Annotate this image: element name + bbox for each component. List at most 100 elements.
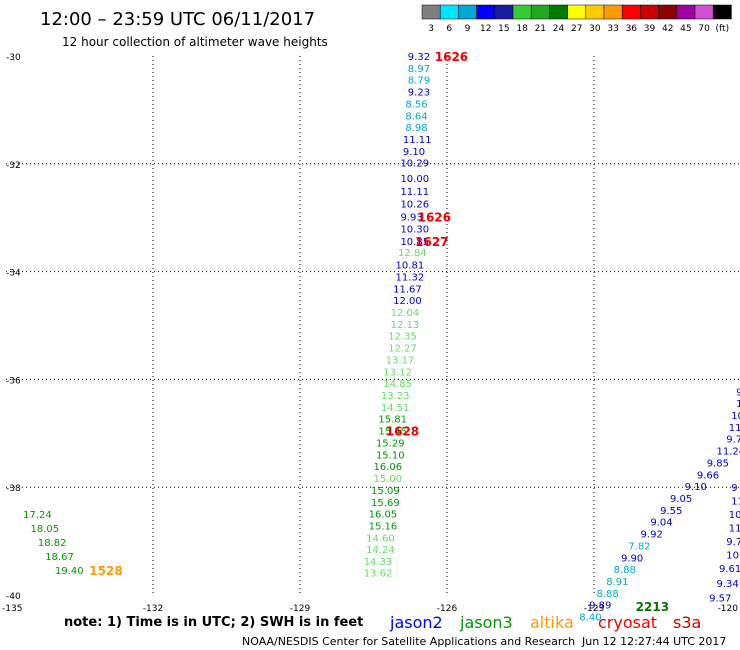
axis-tick-labels: -30 -32 -34 -36 -38 -40 -135 -132 -129 -126 -123 -1…: [2, 53, 738, 614]
wave-height-label: 18.67: [45, 552, 74, 563]
wave-height-label: 16.06: [374, 462, 403, 473]
wave-height-label: 9.55: [660, 506, 682, 517]
color-scale-label: 18: [516, 24, 528, 34]
wave-height-label: 14.60: [366, 533, 395, 544]
wave-height-label: 11.67: [393, 284, 422, 295]
color-scale-label: 6: [446, 24, 452, 34]
color-swatch: [585, 4, 605, 20]
color-scale-label: 12: [480, 24, 491, 34]
wave-height-label: 11.24: [717, 447, 740, 458]
wave-height-label: 8.79: [408, 76, 430, 87]
color-scale-label: 9: [465, 24, 471, 34]
color-swatch: [621, 4, 641, 20]
x-tick-label: -126: [437, 604, 458, 614]
wave-height-label: 15.69: [371, 498, 400, 509]
wave-height-label: 11.68: [729, 423, 740, 434]
legend-item-altika: altika: [530, 613, 574, 632]
color-scale-label: 42: [662, 24, 673, 34]
wave-height-label: 9: [731, 483, 737, 494]
color-swatch: [512, 4, 532, 20]
wave-height-label: 9.34: [717, 579, 739, 590]
wave-height-label: 15.09: [371, 486, 400, 497]
wave-height-label: 9.05: [670, 494, 692, 505]
y-tick-label: -30: [6, 53, 21, 63]
wave-height-label: 9.66: [697, 470, 719, 481]
wave-height-label: 16.05: [369, 510, 398, 521]
footer-credit: NOAA/NESDIS Center for Satellite Applica…: [242, 635, 575, 648]
y-tick-label: -32: [6, 161, 21, 171]
wave-height-label: 8.88: [596, 589, 618, 600]
color-swatch: [549, 4, 568, 20]
time-labels: 16261626162716281528221322: [89, 50, 669, 614]
wave-height-label: 9.23: [408, 88, 430, 99]
color-swatch: [694, 4, 714, 20]
wave-height-label: 14.24: [366, 545, 395, 556]
y-tick-label: -40: [6, 592, 21, 602]
color-swatch: [712, 4, 732, 20]
wave-height-label: 12.35: [388, 332, 417, 343]
wave-height-label: 9.10: [403, 147, 425, 158]
wave-height-label: 8.40: [579, 613, 601, 624]
time-label: 1627: [415, 235, 448, 249]
wave-height-label: 12.27: [388, 344, 417, 355]
wave-height-label: 13.23: [381, 391, 410, 402]
wave-height-label: 11.32: [396, 272, 425, 283]
wave-height-label: 8.98: [405, 123, 427, 134]
color-scale-label: 45: [680, 24, 691, 34]
page-subtitle: 12 hour collection of altimeter wave hei…: [62, 35, 328, 49]
wave-height-label: 13.12: [383, 367, 412, 378]
footer: note: 1) Time is in UTC; 2) SWH is in fe…: [64, 613, 726, 648]
color-swatch: [567, 4, 587, 20]
wave-height-label: 9: [736, 387, 740, 398]
wave-height-label: 11.4: [729, 524, 740, 535]
x-tick-label: -123: [584, 604, 604, 614]
color-swatch: [458, 4, 477, 20]
wave-height-label: 17.24: [23, 510, 52, 521]
footer-timestamp: Jun 12 12:27:44 UTC 2017: [581, 635, 726, 648]
wave-height-label: 18.05: [31, 524, 60, 535]
wave-height-label: 9.74: [726, 537, 740, 548]
wave-height-label: 8.56: [405, 99, 427, 110]
y-tick-label: -36: [6, 376, 21, 386]
wave-height-label: 13.62: [364, 568, 393, 579]
wave-height-label: 15.29: [376, 438, 405, 449]
time-label: 2213: [636, 600, 669, 614]
x-tick-label: -132: [143, 604, 163, 614]
y-tick-label: -34: [6, 269, 21, 279]
color-swatch: [676, 4, 696, 20]
legend-item-jason2: jason2: [389, 613, 443, 632]
wave-height-label: 9.93: [400, 213, 422, 224]
wave-height-label: 10.26: [400, 200, 429, 211]
wave-height-label: 10.: [736, 399, 740, 410]
wave-height-label: 9.89: [589, 601, 611, 612]
wave-height-label: 9.92: [641, 530, 663, 541]
wave-height-label: 11.11: [403, 135, 432, 146]
color-swatch: [658, 4, 678, 20]
color-scale-label: 33: [607, 24, 618, 34]
wave-height-label: 9.70: [726, 435, 740, 446]
color-swatch: [476, 4, 496, 20]
wave-height-label: 14.85: [383, 379, 412, 390]
wave-height-label: 8.64: [405, 111, 427, 122]
wave-height-label: 8.91: [606, 577, 628, 588]
wave-height-label: 14.51: [381, 403, 410, 414]
wave-height-label: 15.00: [374, 474, 403, 485]
y-tick-label: -38: [6, 484, 21, 494]
color-scale-label: 27: [571, 24, 582, 34]
satellite-legend: jason2 jason3 altika cryosat s3a: [389, 613, 701, 632]
header: 12:00 – 23:59 UTC 06/11/2017 12 hour col…: [40, 9, 328, 49]
wave-height-label: 9.57: [709, 594, 731, 605]
color-scale-label: 39: [644, 24, 656, 34]
footer-note: note: 1) Time is in UTC; 2) SWH is in fe…: [64, 615, 363, 630]
color-swatch: [640, 4, 659, 20]
wave-height-label: 8.97: [408, 64, 430, 75]
wave-height-label: 13.17: [386, 355, 415, 366]
wave-height-label: 10.85: [400, 237, 429, 248]
x-tick-label: -120: [718, 604, 739, 614]
wave-height-label: 11.11: [400, 187, 429, 198]
legend-item-jason3: jason3: [459, 613, 513, 632]
color-scale-label: 21: [535, 24, 546, 34]
wave-height-label: 12.84: [398, 248, 427, 259]
color-swatch: [421, 4, 441, 20]
